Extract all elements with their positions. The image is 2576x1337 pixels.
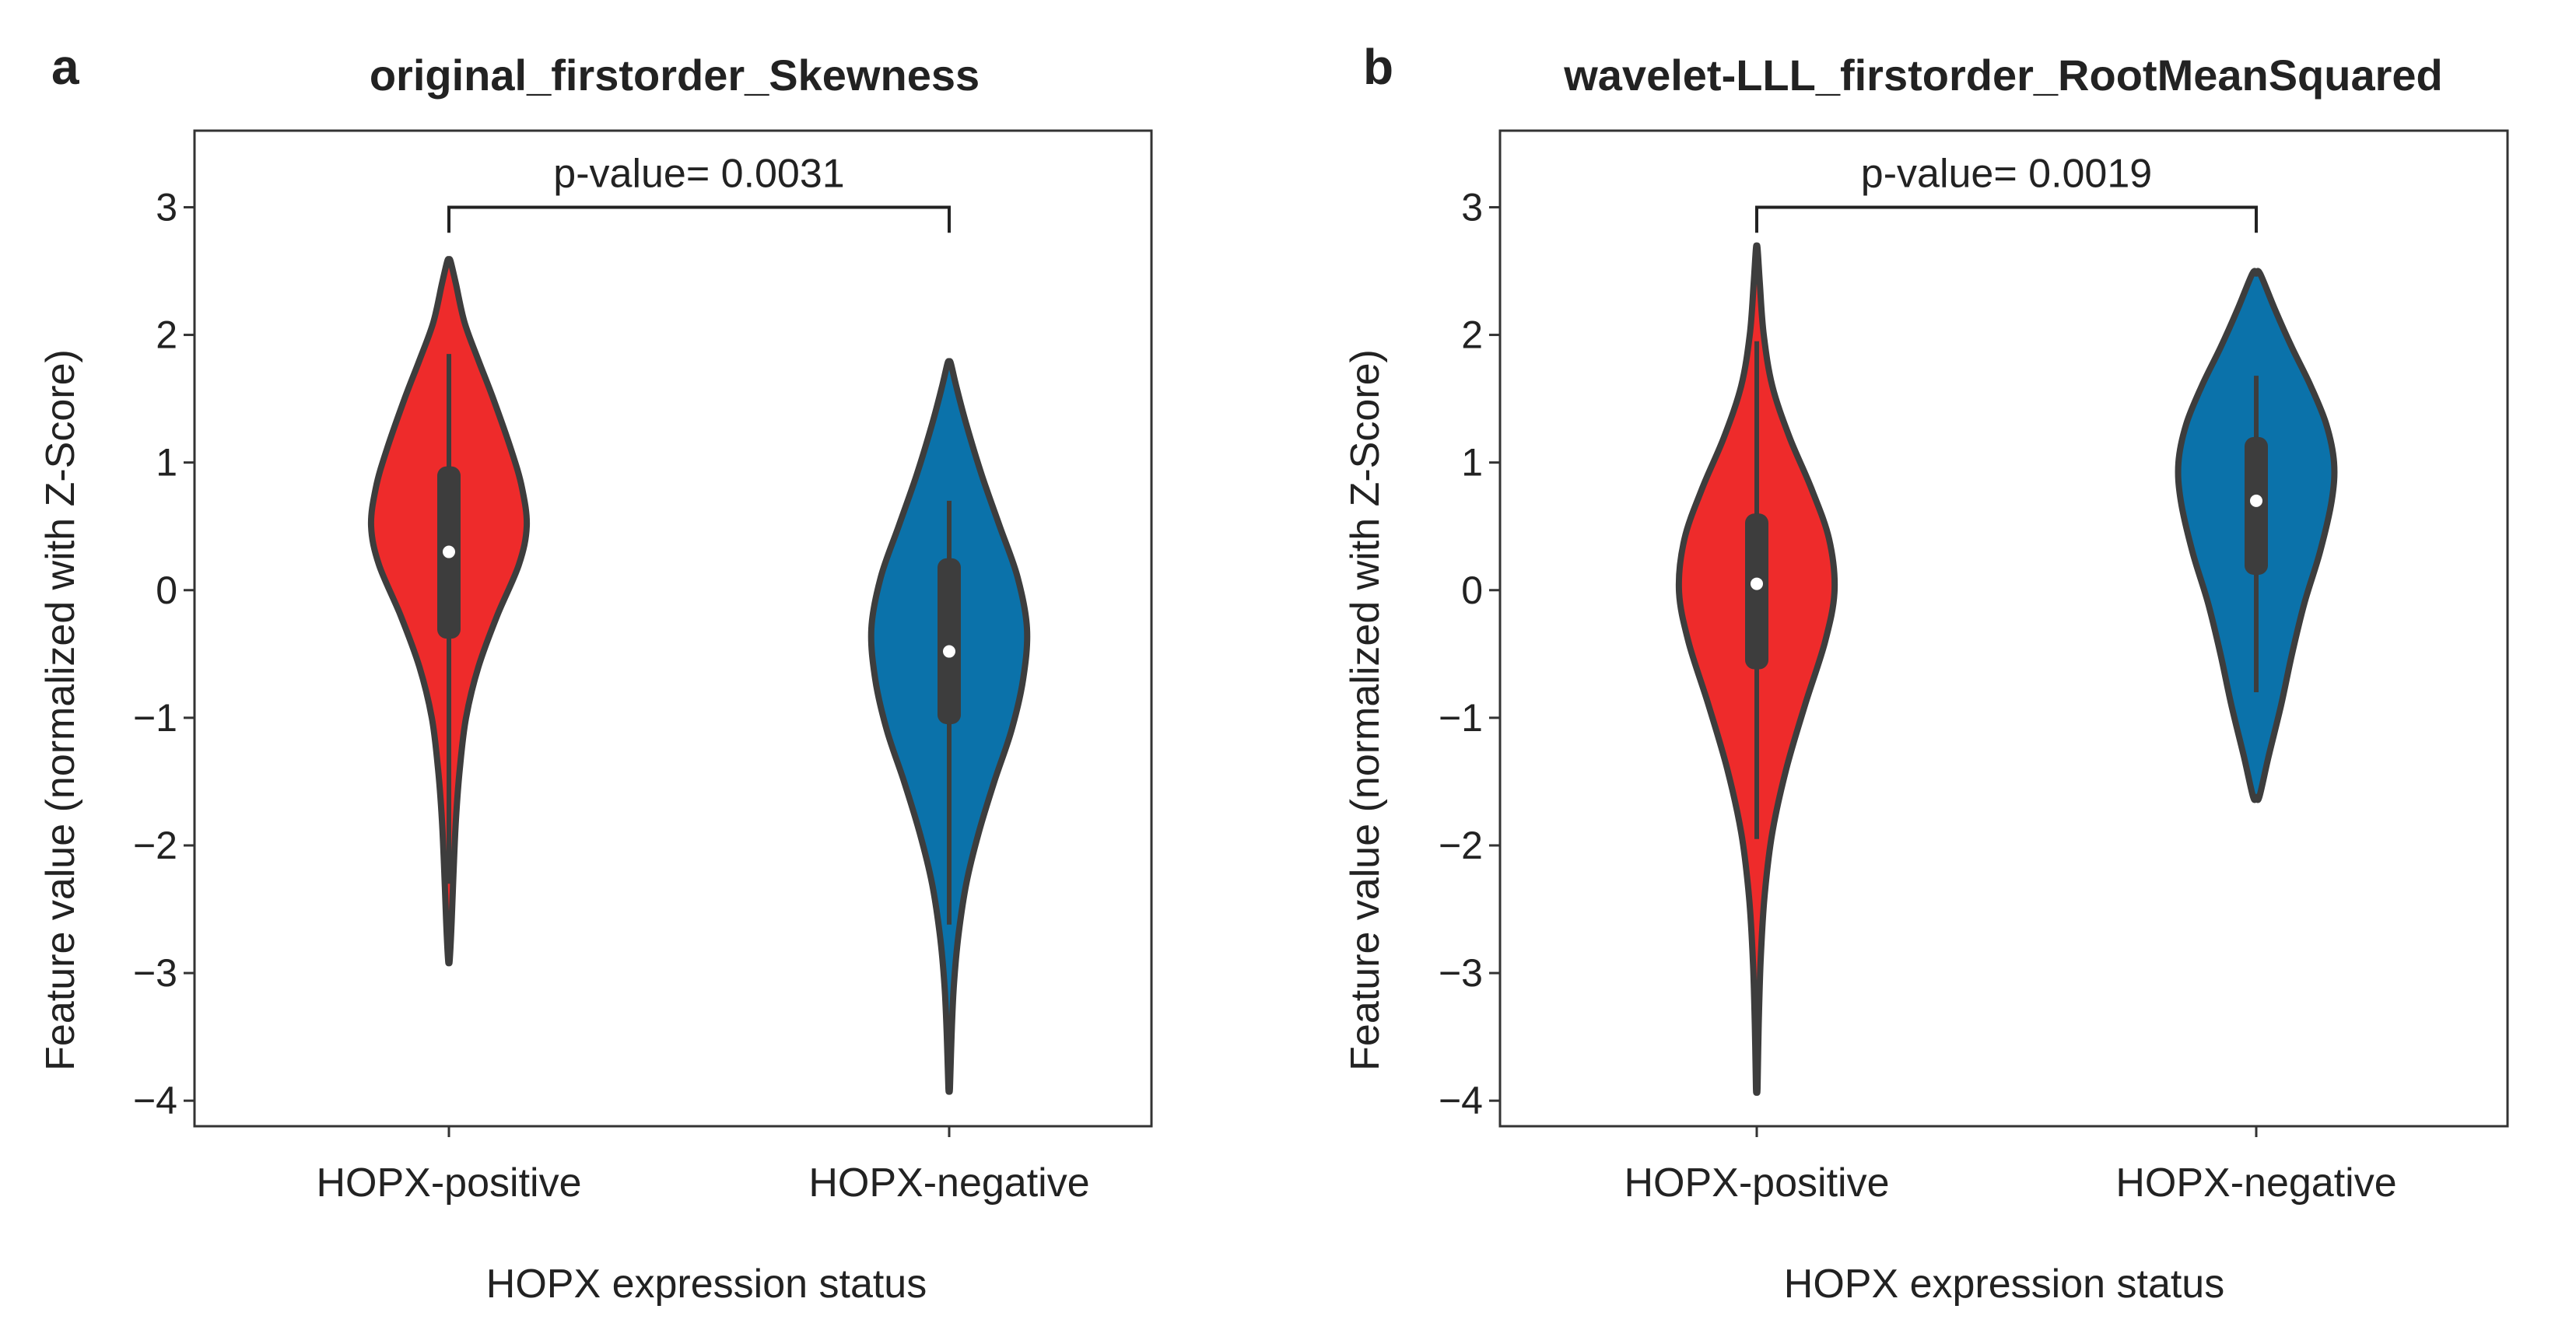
panel-a-p-value-label: p-value= 0.0031 bbox=[553, 151, 844, 196]
panel-b-y-tick-label: −2 bbox=[1439, 824, 1483, 867]
panel-b-y-tick-label: 1 bbox=[1461, 441, 1483, 485]
panel-b-violin-hopx-positive bbox=[1675, 242, 1838, 1096]
panel-b-y-tick-label: 3 bbox=[1461, 185, 1483, 229]
panel-b-category-label: HOPX-positive bbox=[1624, 1160, 1890, 1206]
panel-a-y-tick-label: −1 bbox=[133, 696, 177, 740]
panel-b-significance-bracket bbox=[1755, 205, 2258, 233]
panel-letter-b: b bbox=[1363, 39, 1393, 95]
panel-letter-a: a bbox=[51, 39, 79, 95]
panel-b-y-tick-label: 0 bbox=[1461, 569, 1483, 612]
panel-b-p-value-label: p-value= 0.0019 bbox=[1861, 151, 2152, 196]
panel-b-category-label: HOPX-negative bbox=[2115, 1160, 2396, 1206]
panel-a-y-tick-label: 1 bbox=[156, 441, 177, 485]
panel-a: a original_firstorder_Skewness Feature v… bbox=[38, 39, 1153, 1307]
panel-b-median-dot bbox=[2250, 494, 2262, 507]
panel-b-iqr-box bbox=[1745, 513, 1768, 670]
panel-a-iqr-box bbox=[938, 558, 961, 725]
panel-a-y-axis-label: Feature value (normalized with Z-Score) bbox=[38, 349, 83, 1071]
panel-a-y-tick-label: −3 bbox=[133, 951, 177, 995]
panel-a-category-label: HOPX-positive bbox=[317, 1160, 582, 1206]
panel-b-title: wavelet-LLL_firstorder_RootMeanSquared bbox=[1563, 51, 2443, 100]
panel-a-plot-frame bbox=[193, 129, 1153, 1128]
panel-a-median-dot bbox=[443, 545, 455, 558]
panel-b-y-tick-label: −3 bbox=[1439, 951, 1483, 995]
panel-a-violin-hopx-positive bbox=[367, 256, 531, 967]
panel-a-y-tick-label: 0 bbox=[156, 569, 177, 612]
panel-b-x-axis-label: HOPX expression status bbox=[1784, 1262, 2224, 1307]
panel-a-x-axis-label: HOPX expression status bbox=[486, 1262, 927, 1307]
panel-b-y-tick-label: 2 bbox=[1461, 313, 1483, 357]
panel-a-y-tick-label: 3 bbox=[156, 185, 177, 229]
panel-b-y-axis-label: Feature value (normalized with Z-Score) bbox=[1343, 349, 1388, 1071]
panel-a-plot-area: 3 2 1 0 −1 −2 −3 −4 HOPX-positive HOPX-negative p-… bbox=[133, 129, 1153, 1206]
panel-b-y-tick-label: −4 bbox=[1439, 1079, 1483, 1122]
panel-a-significance-bracket bbox=[447, 205, 951, 233]
panel-b-plot-frame bbox=[1498, 129, 2509, 1128]
panel-a-title: original_firstorder_Skewness bbox=[370, 51, 980, 100]
panel-b: b wavelet-LLL_firstorder_RootMeanSquared… bbox=[1343, 39, 2509, 1307]
panel-a-y-tick-label: 2 bbox=[156, 313, 177, 357]
panel-a-y-tick-label: −4 bbox=[133, 1079, 177, 1122]
panel-a-median-dot bbox=[943, 645, 955, 658]
panel-b-median-dot bbox=[1751, 577, 1763, 590]
panel-b-y-tick-label: −1 bbox=[1439, 696, 1483, 740]
panel-b-violin-hopx-negative bbox=[2175, 268, 2338, 803]
panel-a-category-label: HOPX-negative bbox=[808, 1160, 1089, 1206]
panel-b-plot-area: 3 2 1 0 −1 −2 −3 −4 HOPX-positive HOPX-negative p-… bbox=[1439, 129, 2509, 1206]
panel-a-violin-hopx-negative bbox=[867, 358, 1031, 1095]
panel-a-y-tick-label: −2 bbox=[133, 824, 177, 867]
